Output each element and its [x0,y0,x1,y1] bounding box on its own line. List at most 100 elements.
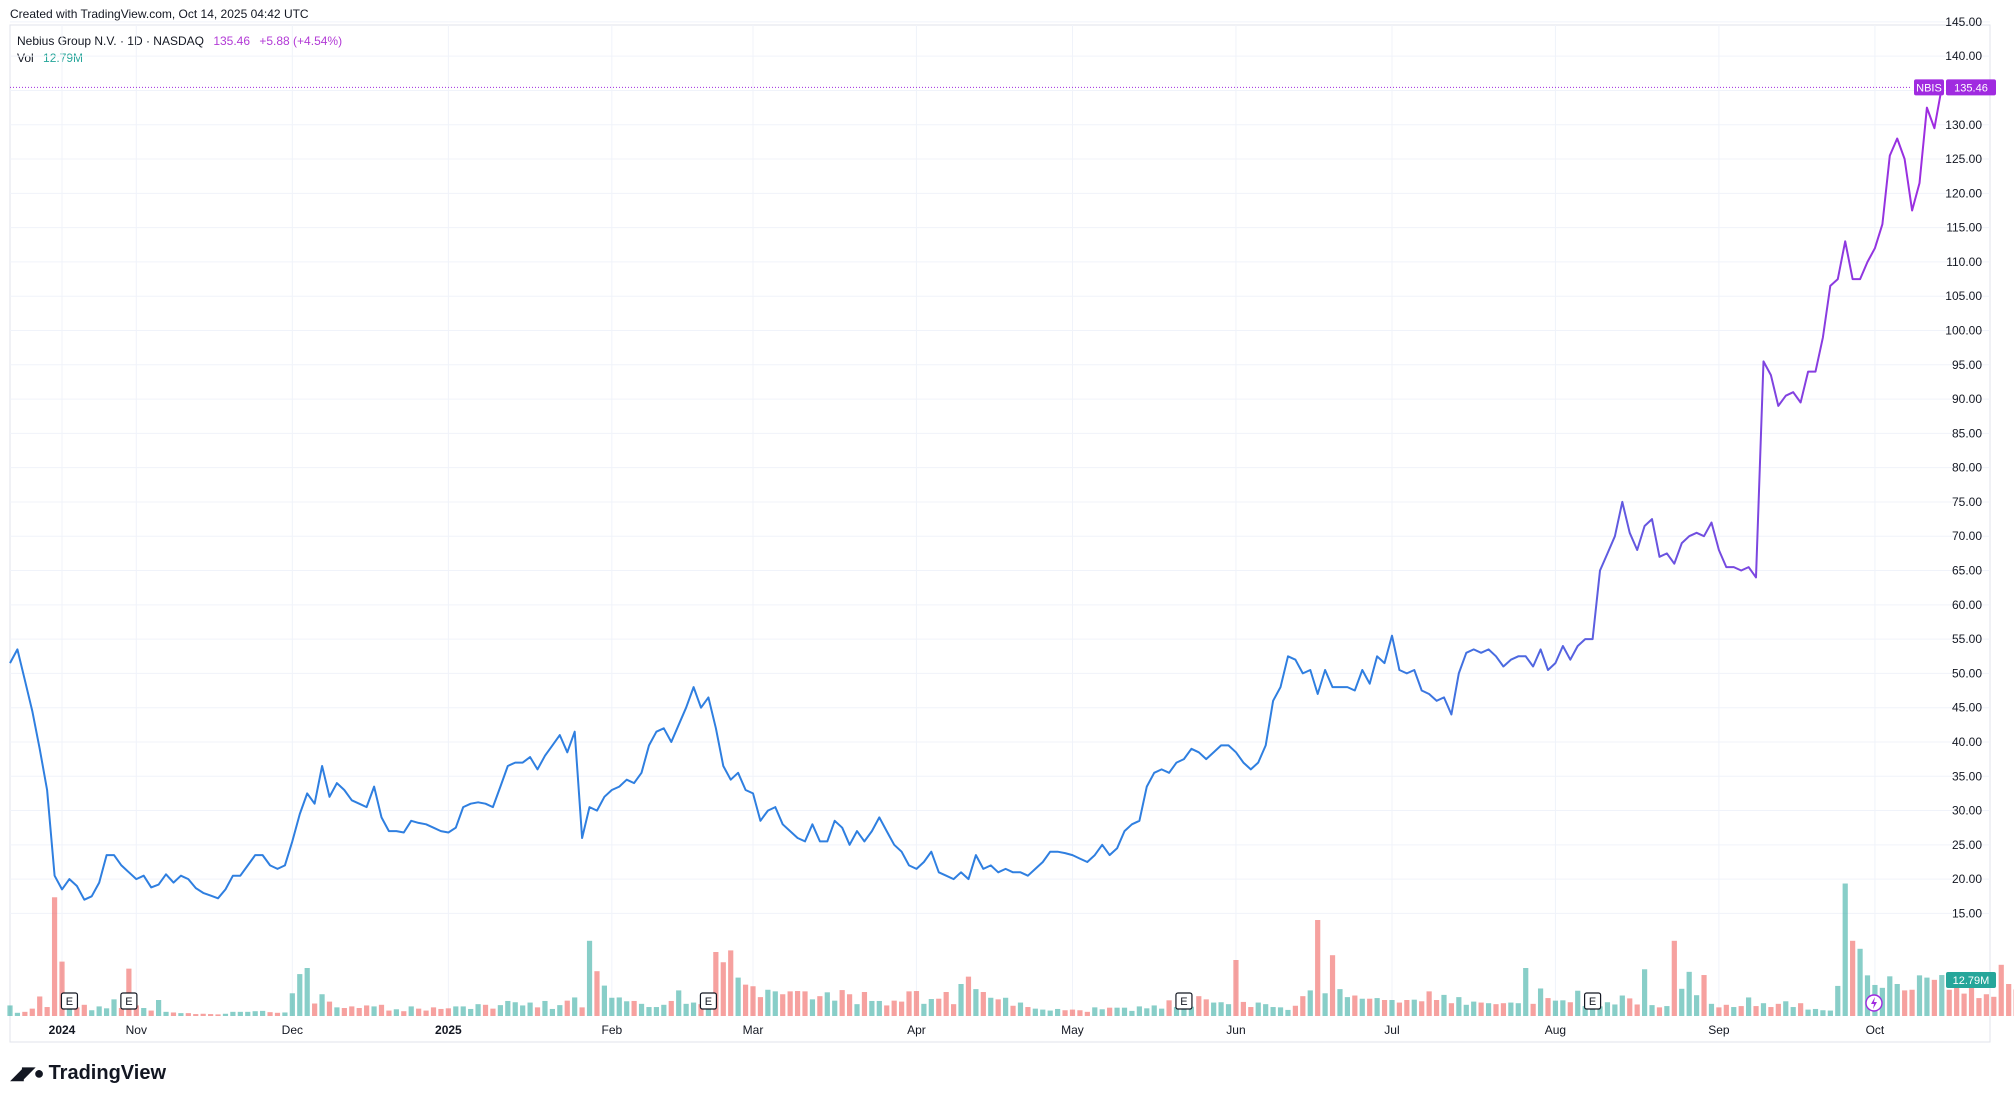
volume-bar [1010,1005,1016,1016]
volume-bar [1404,1000,1410,1016]
volume-bar [289,993,295,1016]
volume-bar [1827,1010,1833,1016]
volume-bar [757,997,764,1016]
volume-bar [1864,975,1871,1016]
volume-bar [1604,1002,1611,1016]
volume-bar [549,1008,555,1016]
volume-bar [794,991,801,1016]
volume-bar [1842,883,1848,1016]
volume-bar [1656,1007,1663,1016]
volume-bar [824,992,830,1016]
volume-bar [1909,989,1915,1016]
volume-bar [1218,1002,1224,1016]
earnings-marker-box [60,992,79,1010]
y-tick-label: 60.00 [1952,598,1982,612]
y-tick-label: 65.00 [1952,564,1982,578]
earnings-marker-label: E [125,996,132,1008]
volume-bar [601,985,607,1016]
volume-bar [765,989,771,1016]
volume-bar [1300,996,1306,1016]
volume-bar [1173,1007,1180,1016]
y-tick-label: 105.00 [1945,289,1982,303]
volume-bar [14,1012,21,1016]
y-tick-label: 130.00 [1945,118,1982,132]
volume-badge-label: 12.79M [1953,975,1990,987]
x-tick-label: Feb [601,1023,622,1037]
volume-bar [1508,1002,1514,1016]
volume-bar [876,1000,882,1016]
legend-symbol-row: Nebius Group N.V. · 1D · NASDAQ 135.46 +… [17,33,342,50]
volume-bar [371,1006,377,1016]
volume-bar [884,1005,890,1016]
volume-bar [1552,1000,1559,1016]
legend-volume-label[interactable]: Vol [17,51,34,65]
earnings-marker[interactable]: E [120,992,138,1010]
volume-bar [1069,1009,1076,1016]
volume-bar [118,1008,125,1016]
volume-bar [594,971,600,1016]
y-tick-label: 100.00 [1945,324,1982,338]
earnings-marker-box [699,992,718,1010]
volume-bar [1686,971,1692,1016]
price-badge-label: 135.46 [1954,82,1988,94]
volume-bar [482,1004,489,1016]
volume-bar [668,1000,674,1016]
volume-bar [185,1013,191,1016]
volume-bar [609,997,615,1016]
volume-bar [44,1007,50,1016]
volume-bar [1411,999,1417,1016]
volume-badge-bg [1946,972,1996,988]
volume-bar [2006,984,2012,1016]
volume-bar [1159,1008,1165,1016]
volume-bar [846,994,853,1016]
volume-bar [304,968,310,1016]
volume-bar [1025,1007,1031,1016]
volume-bar [1998,964,2004,1016]
volume-bar [156,1000,162,1016]
volume-bar [378,1004,385,1016]
price-chart[interactable]: 15.00 20.00 25.00 30.00 35.00 40.00 45.00 50.00… [0,0,2014,1060]
y-tick-label: 145.00 [1945,15,1982,29]
volume-bar [817,996,823,1016]
volume-bar [527,1002,533,1016]
volume-bar [1931,979,1937,1016]
volume-bar [1292,1005,1298,1016]
x-tick-label: Oct [1866,1023,1885,1037]
volume-bar [29,1008,35,1016]
volume-bar [1798,1003,1804,1016]
volume-bar [1961,993,1967,1016]
earnings-marker[interactable]: E [60,992,79,1010]
volume-bar [1448,1003,1455,1016]
earnings-marker[interactable]: E [699,992,718,1010]
volume-bar [1151,1005,1157,1016]
volume-bar [512,1002,518,1016]
volume-bar [742,984,749,1016]
volume-bar [1768,1007,1774,1016]
volume-bar [936,998,942,1016]
earnings-marker[interactable]: E [1175,992,1193,1010]
volume-bar [1589,1004,1596,1016]
volume-bar [1835,985,1841,1016]
volume-bar [1679,988,1685,1016]
earnings-marker[interactable]: E [1583,992,1602,1010]
volume-bar [1003,997,1009,1016]
y-tick-label: 70.00 [1952,529,1982,543]
y-tick-label: 15.00 [1952,906,1982,920]
volume-bar [1396,1002,1403,1016]
tradingview-logo[interactable]: ◢◤● TradingView [10,1062,166,1085]
volume-bar [720,962,726,1016]
volume-bar [141,1008,147,1016]
legend-symbol[interactable]: Nebius Group N.V. · 1D · NASDAQ [17,34,204,48]
volume-bar [364,1005,370,1016]
volume-bar [1664,1006,1670,1016]
volume-bar [1671,940,1677,1016]
volume-bar [988,997,994,1016]
y-tick-label: 35.00 [1952,769,1982,783]
volume-bar [1381,1000,1388,1016]
volume-bar [1144,1008,1150,1016]
volume-bar [1062,1010,1068,1016]
x-tick-label: Jul [1384,1023,1399,1037]
volume-bar [1307,990,1313,1016]
flash-icon-bolt [1871,997,1877,1009]
volume-bar [1352,995,1358,1016]
